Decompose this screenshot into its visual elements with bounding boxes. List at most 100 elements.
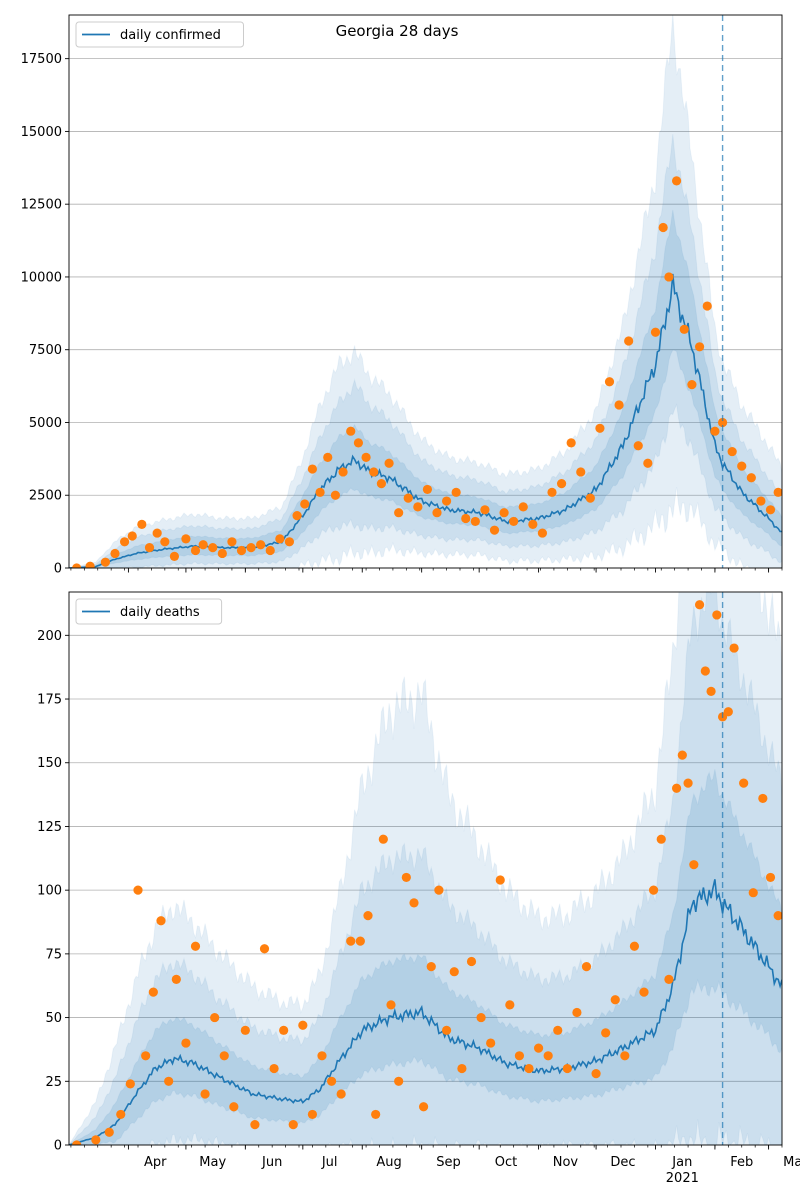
observed-point (292, 511, 302, 521)
observed-point (648, 885, 659, 895)
band-95 (69, 134, 782, 568)
observed-point (229, 1102, 239, 1112)
observed-point (679, 324, 689, 334)
figure-title: Georgia 28 days (336, 22, 459, 40)
observed-point (227, 537, 237, 547)
band-50 (69, 769, 782, 1145)
observed-point (298, 1020, 308, 1030)
deaths-panel: 0 25 50 75 100 125 150 175 200 Apr May Jun Jul Aug Sep… (37, 591, 800, 1186)
y-tick-label: 12500 (21, 198, 62, 213)
observed-point (403, 493, 413, 503)
observed-point (355, 936, 365, 946)
legend-label: daily confirmed (120, 28, 221, 43)
observed-point (72, 1140, 82, 1145)
y-tick-label: 2500 (29, 489, 62, 504)
x-tick-label: Mar (783, 1155, 800, 1170)
observed-point (585, 493, 595, 503)
observed-point (723, 707, 733, 717)
y-tick-label: 10000 (21, 270, 62, 285)
x-tick-label: 2021 (666, 1171, 699, 1186)
observed-point (505, 1000, 515, 1010)
observed-point (141, 1051, 151, 1061)
observed-point (240, 1025, 250, 1035)
axes-frame (68, 14, 783, 569)
observed-point (190, 941, 201, 951)
observed-point (509, 516, 519, 527)
observed-point (133, 885, 143, 895)
observed-point (432, 508, 442, 518)
observed-point (480, 505, 490, 515)
observed-point (650, 327, 661, 337)
observed-point (689, 860, 699, 870)
observed-point (300, 499, 310, 509)
observed-point (739, 778, 749, 788)
observed-point (409, 898, 419, 908)
observed-point (144, 543, 155, 553)
observed-point (717, 417, 728, 428)
observed-point (470, 516, 480, 527)
observed-point (518, 502, 528, 512)
y-tick-label: 0 (54, 562, 62, 577)
observed-point (620, 1051, 630, 1061)
observed-point (441, 496, 452, 506)
observed-point (198, 540, 208, 550)
observed-point (495, 875, 505, 885)
observed-point (104, 1127, 114, 1137)
observed-point (317, 1051, 327, 1061)
observed-point (758, 793, 768, 804)
legend: daily confirmed (75, 21, 244, 48)
model-line (69, 879, 782, 1145)
observed-point (125, 1079, 135, 1089)
observed-point (426, 962, 436, 972)
observed-point (537, 528, 548, 538)
observed-point (288, 1120, 298, 1130)
observed-point (533, 1043, 544, 1053)
y-tick-label: 175 (37, 693, 62, 708)
observed-point (190, 545, 201, 556)
x-tick-label: Sep (436, 1155, 461, 1170)
observed-point (200, 1089, 210, 1099)
observed-point (664, 974, 674, 984)
observed-point (160, 537, 170, 547)
observed-point (633, 441, 643, 451)
observed-point (694, 600, 705, 610)
axes-frame (68, 591, 783, 1146)
observed-point (434, 885, 444, 895)
observed-point (181, 534, 191, 544)
observed-point (461, 513, 471, 524)
plot-area (69, 15, 782, 568)
observed-point (72, 563, 82, 568)
observed-point (265, 545, 275, 556)
observed-point (236, 545, 247, 556)
y-tick-label: 0 (54, 1139, 62, 1154)
observed-point (729, 643, 739, 653)
observed-point (210, 1012, 220, 1023)
observed-point (658, 222, 668, 233)
observed-point (315, 487, 325, 497)
observed-point (269, 1063, 279, 1074)
y-tick-label: 150 (37, 756, 62, 771)
observed-point (562, 1063, 572, 1074)
y-tick-label: 75 (45, 947, 62, 962)
observed-point (746, 473, 756, 483)
observed-point (671, 783, 682, 793)
observed-point (259, 944, 270, 954)
x-tick-label: Jul (321, 1155, 338, 1170)
observed-point (148, 987, 158, 997)
observed-point (279, 1025, 289, 1035)
observed-point (386, 1000, 396, 1010)
observed-point (671, 176, 682, 186)
observed-point (307, 464, 318, 474)
observed-point (595, 423, 605, 433)
observed-point (449, 967, 459, 977)
observed-point (152, 528, 162, 538)
observed-point (499, 508, 509, 518)
legend-box (75, 21, 244, 48)
observed-point (326, 1076, 337, 1086)
observed-point (100, 557, 111, 567)
observed-point (363, 911, 373, 921)
observed-point (401, 872, 411, 883)
observed-point (702, 301, 712, 311)
